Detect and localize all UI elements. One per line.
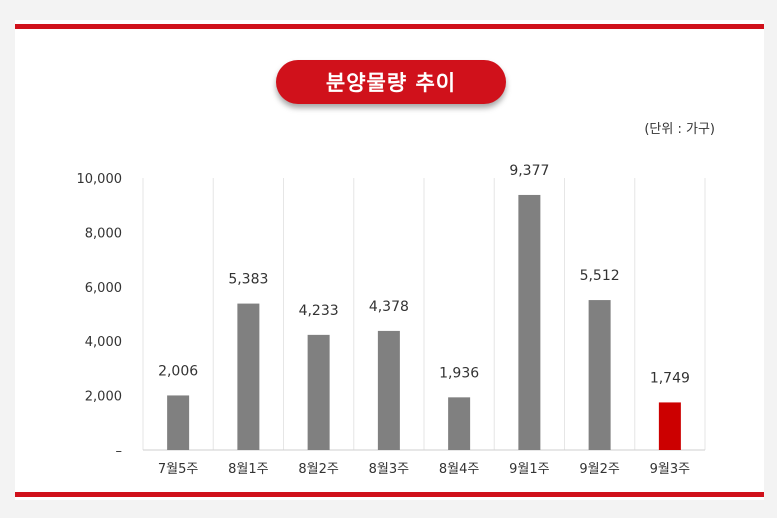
category-label: 8월4주 bbox=[439, 462, 480, 477]
category-label: 9월3주 bbox=[650, 462, 691, 477]
data-label: 2,006 bbox=[158, 363, 198, 379]
data-label: 9,377 bbox=[509, 163, 549, 179]
bar bbox=[237, 303, 260, 450]
top-accent-band bbox=[15, 24, 764, 29]
category-label: 9월1주 bbox=[509, 462, 550, 477]
y-tick-label: 10,000 bbox=[77, 172, 123, 187]
data-label: 1,749 bbox=[650, 370, 690, 386]
bar bbox=[588, 300, 611, 450]
unit-label: (단위 : 가구) bbox=[644, 122, 715, 137]
y-tick-label: 8,000 bbox=[85, 226, 122, 241]
bar bbox=[658, 402, 681, 450]
chart-title: 분양물량 추이 bbox=[276, 60, 506, 104]
data-label: 4,378 bbox=[369, 299, 409, 315]
category-label: 7월5주 bbox=[158, 462, 199, 477]
bar bbox=[448, 397, 471, 450]
bar bbox=[167, 395, 190, 450]
bottom-accent-band bbox=[15, 492, 764, 497]
y-tick-label: 6,000 bbox=[85, 281, 122, 296]
data-label: 1,936 bbox=[439, 365, 479, 381]
bar bbox=[307, 334, 330, 450]
category-label: 8월3주 bbox=[369, 462, 410, 477]
category-label: 8월1주 bbox=[228, 462, 269, 477]
bar bbox=[518, 194, 541, 450]
category-label: 8월2주 bbox=[298, 462, 339, 477]
y-tick-label: – bbox=[116, 444, 123, 459]
y-tick-label: 4,000 bbox=[85, 335, 122, 350]
bar bbox=[377, 330, 400, 450]
category-label: 9월2주 bbox=[579, 462, 620, 477]
y-tick-label: 2,000 bbox=[85, 390, 122, 405]
data-label: 5,512 bbox=[580, 268, 620, 284]
data-label: 4,233 bbox=[299, 303, 339, 319]
data-label: 5,383 bbox=[228, 272, 268, 288]
